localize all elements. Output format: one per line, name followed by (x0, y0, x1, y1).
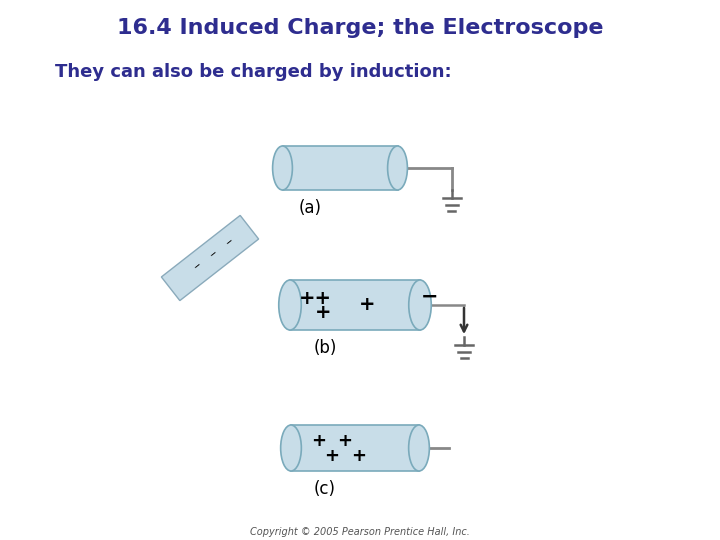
Text: They can also be charged by induction:: They can also be charged by induction: (55, 63, 451, 81)
Ellipse shape (409, 425, 429, 471)
Text: Copyright © 2005 Pearson Prentice Hall, Inc.: Copyright © 2005 Pearson Prentice Hall, … (250, 527, 470, 537)
Bar (291, 425, 419, 471)
Text: (c): (c) (314, 480, 336, 498)
Ellipse shape (387, 146, 408, 190)
Text: –: – (222, 235, 237, 250)
Ellipse shape (281, 425, 302, 471)
Text: (b): (b) (313, 339, 337, 357)
Bar (290, 280, 420, 330)
Text: –: – (207, 247, 221, 262)
Text: +: + (338, 432, 353, 450)
Text: (a): (a) (299, 199, 322, 217)
Text: –: – (192, 260, 205, 275)
Text: 16.4 Induced Charge; the Electroscope: 16.4 Induced Charge; the Electroscope (117, 18, 603, 38)
Text: +: + (312, 432, 326, 450)
Text: +: + (359, 295, 375, 314)
Ellipse shape (409, 280, 431, 330)
Text: ++: ++ (299, 288, 331, 307)
Bar (282, 146, 397, 190)
Ellipse shape (279, 280, 301, 330)
Text: −: − (421, 287, 438, 307)
Polygon shape (161, 215, 258, 301)
Text: +: + (325, 447, 340, 465)
Ellipse shape (273, 146, 292, 190)
Text: +: + (351, 447, 366, 465)
Text: +: + (315, 303, 331, 322)
